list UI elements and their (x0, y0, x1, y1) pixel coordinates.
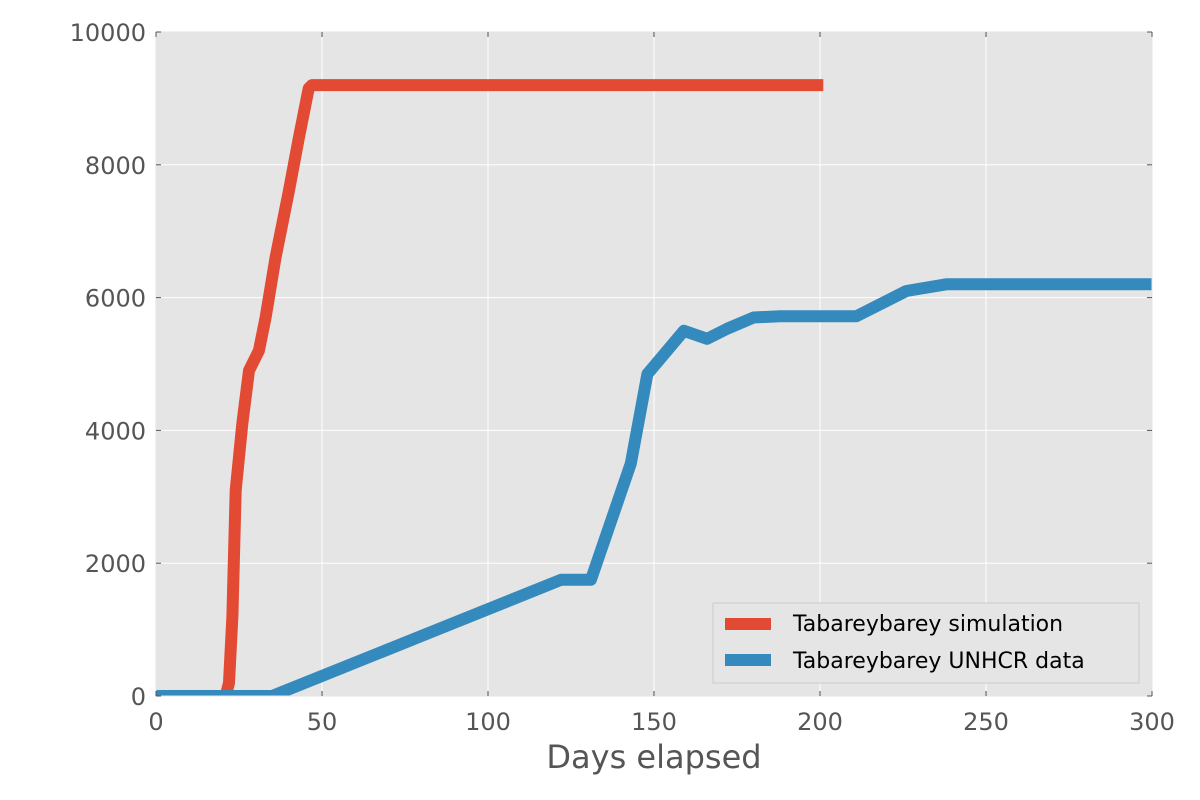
legend-box (712, 602, 1140, 684)
y-tick-labels: 0 2000 4000 6000 8000 10000 (70, 19, 146, 711)
legend-label-simulation: Tabareybarey simulation (792, 612, 1063, 637)
x-tick-label: 200 (797, 708, 843, 736)
y-tick-label: 8000 (85, 152, 146, 180)
legend-label-unhcr-data: Tabareybarey UNHCR data (792, 649, 1085, 674)
series-line-1 (156, 278, 1152, 696)
y-tick-label: 10000 (70, 19, 146, 47)
series-line-0 (156, 79, 826, 696)
x-tick-label: 50 (307, 708, 338, 736)
y-tick-label: 2000 (85, 550, 146, 578)
series-layer (156, 79, 1152, 696)
y-tick-label: 0 (131, 683, 146, 711)
x-tick-label: 0 (148, 708, 163, 736)
y-tick-label: 4000 (85, 417, 146, 445)
y-tick-label: 6000 (85, 285, 146, 313)
x-axis-label: Days elapsed (546, 738, 761, 776)
axis-ticks (155, 31, 1153, 697)
x-tick-label: 150 (631, 708, 677, 736)
x-tick-labels: 0 50 100 150 200 250 300 (148, 708, 1175, 736)
x-tick-label: 300 (1129, 708, 1175, 736)
legend: Tabareybarey simulation Tabareybarey UNH… (712, 602, 1140, 684)
x-tick-label: 100 (465, 708, 511, 736)
x-tick-label: 250 (963, 708, 1009, 736)
